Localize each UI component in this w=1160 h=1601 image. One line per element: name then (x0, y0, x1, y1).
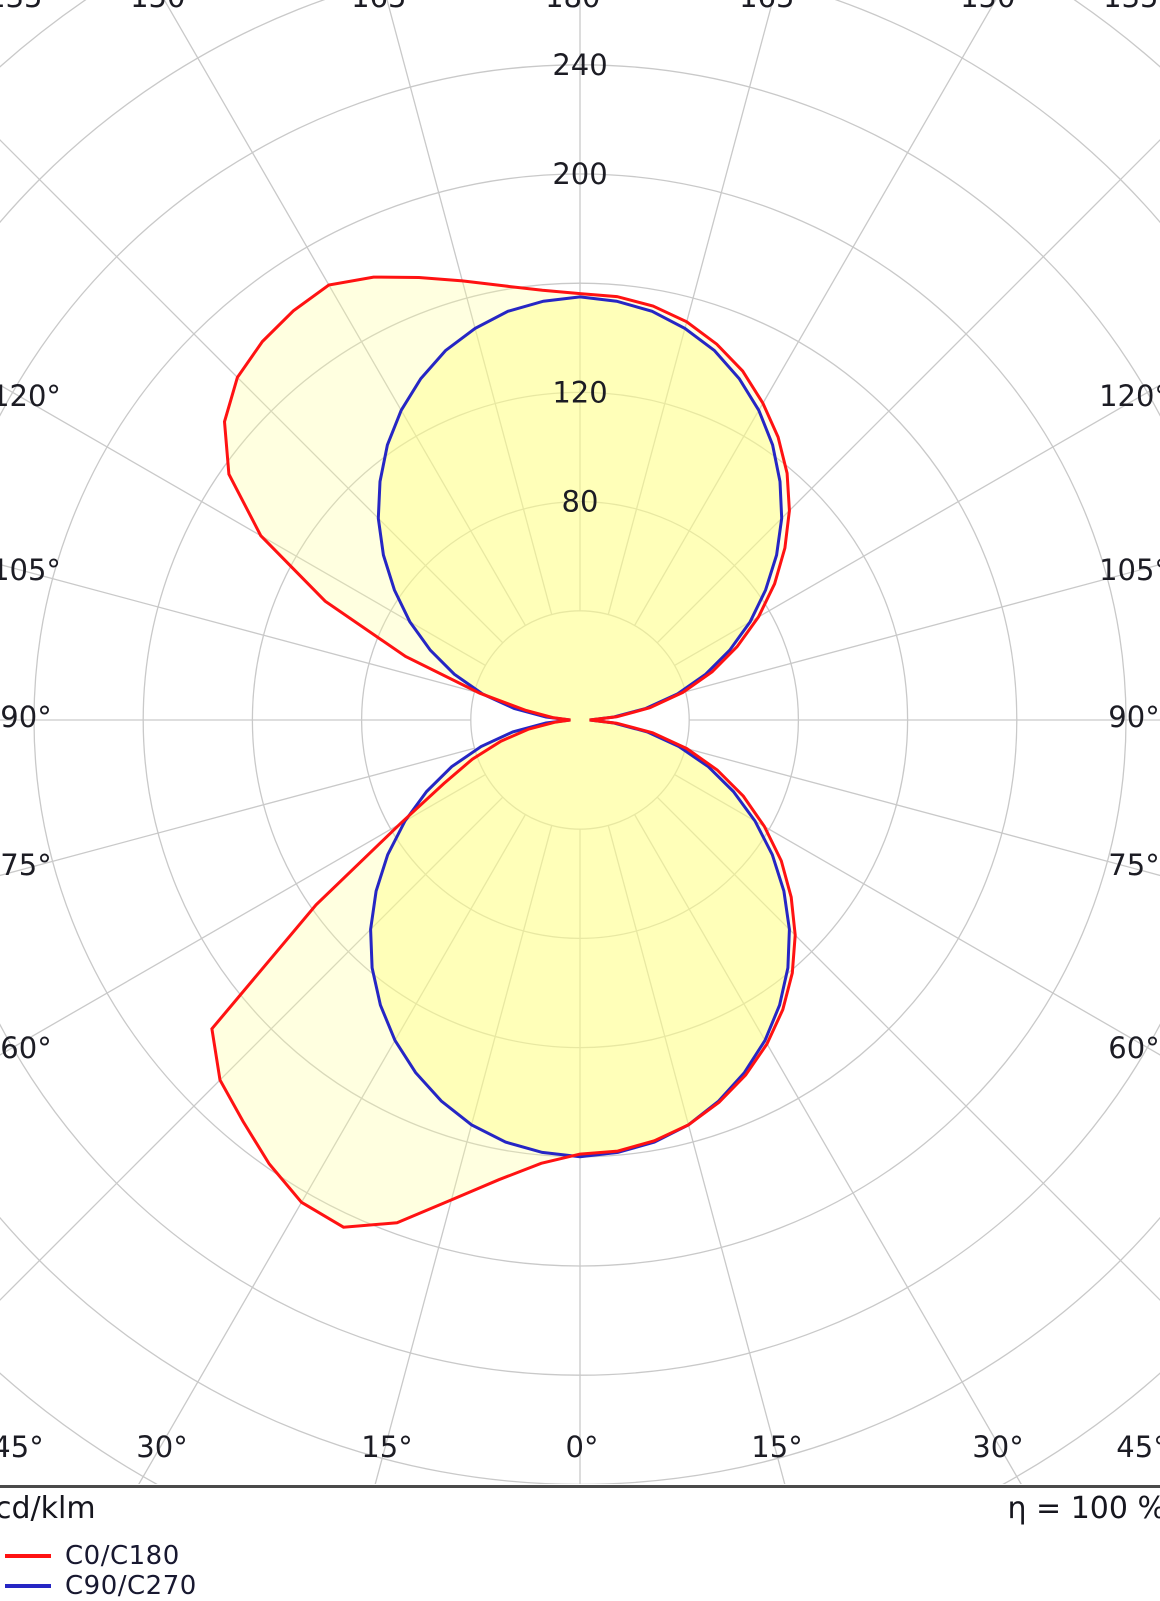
radial-value-label: 120 (552, 375, 607, 409)
angle-label-bottom: 30° (972, 1430, 1023, 1464)
angle-label-bottom: 30° (136, 1430, 187, 1464)
angle-label-left: 90° (0, 700, 51, 734)
angle-label-right: 75° (1108, 848, 1159, 882)
footer-divider (0, 1485, 1160, 1488)
angle-label-left: 60° (0, 1031, 51, 1065)
legend-item-c90-c270: C90/C270 (5, 1572, 197, 1600)
angle-label-top: 135° (1103, 0, 1160, 14)
angular-grid-spoke (656, 139, 1160, 644)
angle-label-left: 75° (0, 848, 51, 882)
radial-grid-circle (251, 391, 909, 1049)
angular-grid-spoke (0, 384, 486, 666)
angular-grid-spoke (634, 0, 997, 626)
angle-label-bottom: 15° (751, 1430, 802, 1464)
angular-grid-spoke (607, 825, 786, 1484)
legend-label-c0-c180: C0/C180 (65, 1541, 180, 1571)
radial-value-label: 200 (552, 157, 607, 191)
angle-label-bottom: 0° (566, 1430, 599, 1464)
angle-label-left: 120° (0, 379, 61, 413)
curve-fill-c0-c180 (211, 277, 796, 1228)
angular-grid-spoke (0, 774, 486, 1056)
angular-grid-spoke (0, 139, 504, 644)
units-label: cd/klm (0, 1491, 96, 1526)
legend-label-c90-c270: C90/C270 (65, 1571, 197, 1601)
angle-label-top: 180° (545, 0, 615, 14)
legend-item-c0-c180: C0/C180 (5, 1542, 180, 1570)
angular-grid-spoke (163, 0, 526, 626)
angular-grid-spoke (656, 796, 1160, 1301)
radial-value-label: 80 (562, 485, 599, 519)
efficiency-label: η = 100 % (1007, 1491, 1160, 1526)
legend-swatch-c90-c270 (5, 1584, 51, 1588)
angle-label-bottom: 15° (361, 1430, 412, 1464)
angle-label-right: 60° (1108, 1031, 1159, 1065)
legend-swatch-c0-c180 (5, 1554, 51, 1558)
radial-grid-circle (360, 500, 800, 940)
radial-grid-circle (33, 173, 1127, 1267)
chart-labels: 240 200 120 80 135° 150° 165° 180° 165° 150° 135° 4… (0, 0, 1160, 1464)
angle-label-right: 120° (1099, 379, 1160, 413)
angular-grid-spoke (138, 814, 526, 1484)
angular-grid-spoke (0, 796, 504, 1301)
angle-label-top: 150° (130, 0, 200, 14)
angle-label-top: 150° (960, 0, 1030, 14)
angle-label-top: 165° (351, 0, 421, 14)
radial-grid-circle (0, 64, 1160, 1376)
angle-label-right: 105° (1099, 553, 1160, 587)
curve-fill-c90-c270 (370, 296, 790, 1157)
radial-value-label: 240 (552, 48, 607, 82)
angular-grid-spoke (685, 747, 1160, 877)
angle-label-bottom: 45° (0, 1430, 44, 1464)
angle-label-right: 90° (1108, 700, 1159, 734)
angle-label-top: 135° (0, 0, 57, 14)
angular-grid-spoke (0, 747, 475, 877)
angle-label-left: 105° (0, 553, 61, 587)
angle-label-bottom: 45° (1116, 1430, 1160, 1464)
angular-grid-spoke (685, 563, 1160, 693)
angle-label-top: 165° (739, 0, 809, 14)
angular-grid-spoke (386, 0, 553, 615)
angular-grid-spoke (0, 563, 475, 693)
angular-grid-spoke (634, 814, 1022, 1484)
curve-c0-c180 (210, 275, 797, 1229)
angular-grid-spoke (674, 384, 1160, 666)
angular-grid-spoke (607, 0, 774, 615)
angular-grid-spoke (674, 774, 1160, 1056)
radial-grid-circle (470, 610, 690, 830)
angular-grid-spoke (374, 825, 553, 1484)
